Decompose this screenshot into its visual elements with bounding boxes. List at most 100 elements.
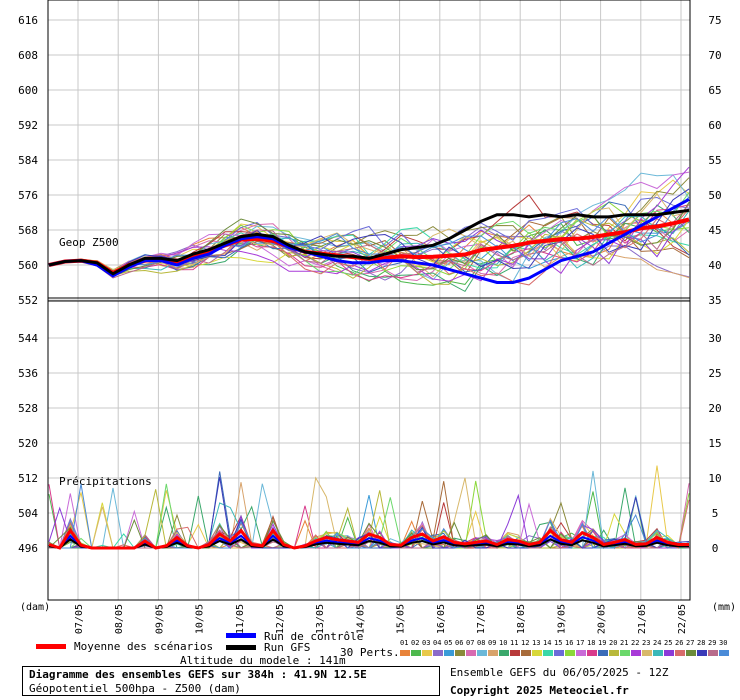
y2-tick-label: 15 — [708, 437, 721, 450]
gfs-legend-swatch — [226, 645, 256, 650]
pert-legend-item: 03 — [422, 640, 433, 658]
y2-tick-label: 60 — [708, 119, 721, 132]
y2-tick-label: 50 — [708, 189, 721, 202]
model-altitude: Altitude du modele : 141m — [180, 654, 346, 667]
y2-tick-label: 65 — [708, 84, 721, 97]
pert-legend-item: 14 — [543, 640, 554, 658]
pert-legend-number: 01 — [400, 639, 409, 647]
pert-legend-number: 09 — [488, 639, 497, 647]
control-legend-label: Run de contrôle — [264, 630, 364, 643]
pert-legend-item: 10 — [499, 640, 510, 658]
pert-legend-number: 05 — [444, 639, 453, 647]
x-tick-label: 16/05 — [436, 604, 447, 634]
y-tick-label: 544 — [18, 332, 38, 345]
title-line1: Diagramme des ensembles GEFS sur 384h : … — [29, 668, 367, 681]
pert-legend-number: 08 — [477, 639, 486, 647]
pert-legend-item: 08 — [477, 640, 488, 658]
x-tick-label: 21/05 — [637, 604, 648, 634]
pert-legend-swatch — [488, 650, 498, 656]
y-tick-label: 512 — [18, 472, 38, 485]
x-tick-label: 11/05 — [235, 604, 246, 634]
x-tick-label: 18/05 — [516, 604, 527, 634]
pert-legend-item: 22 — [631, 640, 642, 658]
pert-legend-item: 21 — [620, 640, 631, 658]
geop-label: Geop Z500 — [59, 236, 119, 249]
x-tick-label: 15/05 — [396, 604, 407, 634]
pert-legend-swatch — [719, 650, 729, 656]
y2-tick-label: 10 — [708, 472, 721, 485]
pert-legend-number: 06 — [455, 639, 464, 647]
pert-legend-swatch — [620, 650, 630, 656]
pert-legend-item: 01 — [400, 640, 411, 658]
mean-legend-swatch — [36, 644, 66, 649]
pert-line-30 — [48, 196, 690, 276]
pert-legend-item: 02 — [411, 640, 422, 658]
pert-legend-item: 07 — [466, 640, 477, 658]
x-tick-label: 12/05 — [275, 604, 286, 634]
pert-legend-item: 16 — [565, 640, 576, 658]
pert-legend-number: 22 — [631, 639, 640, 647]
control-line — [48, 198, 690, 284]
y-tick-label: 536 — [18, 367, 38, 380]
x-tick-label: 14/05 — [355, 604, 366, 634]
y-tick-label: 560 — [18, 259, 38, 272]
pert-legend-swatch — [422, 650, 432, 656]
pert-legend-swatch — [675, 650, 685, 656]
y-tick-label: 568 — [18, 224, 38, 237]
pert-legend-item: 17 — [576, 640, 587, 658]
y2-tick-label: 55 — [708, 154, 721, 167]
pert-legend-swatch — [708, 650, 718, 656]
pert-legend-item: 06 — [455, 640, 466, 658]
pert-legend-swatch — [554, 650, 564, 656]
pert-legend-number: 19 — [598, 639, 607, 647]
y-tick-label: 528 — [18, 402, 38, 415]
pert-legend-swatch — [565, 650, 575, 656]
pert-legend-swatch — [697, 650, 707, 656]
pert-legend-swatch — [664, 650, 674, 656]
pert-legend-number: 11 — [510, 639, 519, 647]
x-tick-label: 20/05 — [597, 604, 608, 634]
pert-legend-number: 24 — [653, 639, 662, 647]
y2-tick-label: 35 — [708, 294, 721, 307]
control-legend-swatch — [226, 633, 256, 638]
y-tick-label: 600 — [18, 84, 38, 97]
mean-precip-line — [48, 527, 689, 550]
pert-legend-swatch — [686, 650, 696, 656]
y-tick-label: 496 — [18, 542, 38, 555]
ensemble-chart: 6166086005925845765685605527570656055504… — [18, 0, 736, 634]
x-tick-label: 13/05 — [315, 604, 326, 634]
pert-line-29 — [48, 204, 690, 279]
y-tick-label: 552 — [18, 294, 38, 307]
x-tick-label: 10/05 — [195, 604, 206, 634]
y-tick-label: 616 — [18, 14, 38, 27]
x-tick-label: 19/05 — [556, 604, 567, 634]
x-tick-label: 07/05 — [74, 604, 85, 634]
pert-legend-swatch — [455, 650, 465, 656]
pert-legend-number: 12 — [521, 639, 530, 647]
y-tick-label: 576 — [18, 189, 38, 202]
y2-tick-label: 5 — [712, 507, 719, 520]
y2-tick-label: 30 — [708, 332, 721, 345]
pert-legend-item: 12 — [521, 640, 532, 658]
x-tick-label: 22/05 — [677, 604, 688, 634]
pert-legend-item: 24 — [653, 640, 664, 658]
pert-legend-swatch — [598, 650, 608, 656]
pert-legend-swatch — [532, 650, 542, 656]
pert-legend-number: 17 — [576, 639, 585, 647]
pert-legend-swatch — [477, 650, 487, 656]
pert-legend-number: 27 — [686, 639, 695, 647]
y2-tick-label: 45 — [708, 224, 721, 237]
x-tick-label: 08/05 — [114, 604, 125, 634]
pert-legend-number: 20 — [609, 639, 618, 647]
gfs-line — [48, 208, 690, 276]
pert-legend-swatch — [587, 650, 597, 656]
y-tick-label: 608 — [18, 49, 38, 62]
y2-tick-label: 75 — [708, 14, 721, 27]
pert-legend-item: 11 — [510, 640, 521, 658]
pert-legend-swatch — [510, 650, 520, 656]
pert-legend-item: 19 — [598, 640, 609, 658]
pert-legend-item: 28 — [697, 640, 708, 658]
pert-legend-number: 15 — [554, 639, 563, 647]
pert-legend-item: 26 — [675, 640, 686, 658]
gfs-legend-label: Run GFS — [264, 641, 311, 654]
